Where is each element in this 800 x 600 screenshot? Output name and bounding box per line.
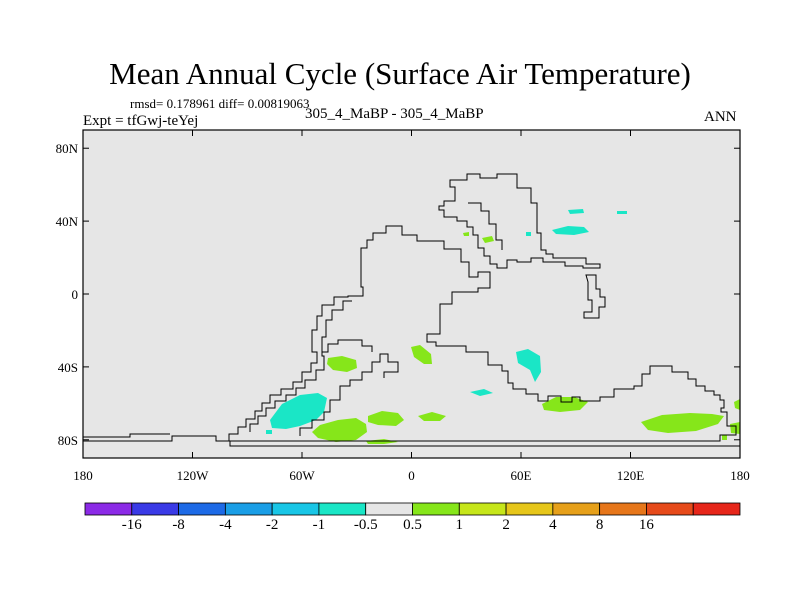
- plot-title: Mean Annual Cycle (Surface Air Temperatu…: [109, 56, 691, 91]
- anomaly-patch-green: [463, 232, 469, 236]
- x-tick-label: 0: [408, 468, 415, 483]
- colorbar-label: -0.5: [353, 517, 378, 533]
- anomaly-patch-cyan: [552, 226, 589, 235]
- stats-line: rmsd= 0.178961 diff= 0.00819063: [130, 96, 310, 111]
- colorbar-swatch: [365, 502, 413, 516]
- colorbar-swatch: [224, 502, 273, 516]
- x-tick-label: 60W: [289, 468, 315, 483]
- anomaly-patch-green: [368, 411, 404, 426]
- coastline-inner-ridge: [322, 339, 373, 353]
- colorbar-label: 0.5: [403, 517, 422, 533]
- coastline-inner-ridge: [249, 300, 352, 432]
- colorbar-label: 16: [638, 517, 654, 533]
- anomaly-patch-green: [482, 236, 494, 243]
- anomaly-patch-green: [730, 422, 740, 434]
- anomaly-patch-cyan: [617, 211, 627, 214]
- colorbar-label: -2: [265, 517, 279, 533]
- y-tick-label: 80S: [57, 432, 78, 448]
- colorbar-label: -4: [219, 517, 232, 533]
- coastline-northern-continent: [438, 173, 601, 269]
- colorbar-swatch: [84, 502, 133, 516]
- experiment-label: Expt = tfGwj-teYej: [83, 113, 199, 129]
- x-tick-label: 120W: [176, 468, 209, 483]
- colorbar-swatch: [599, 502, 647, 516]
- anomaly-patch-green: [722, 435, 727, 440]
- coastline-inlet: [468, 202, 503, 250]
- colorbar-swatch: [178, 502, 226, 516]
- coastline-polar-south: [83, 435, 740, 447]
- colorbar-label: -8: [172, 517, 185, 533]
- anomaly-patch-green: [734, 399, 740, 410]
- anomaly-patch-green: [641, 413, 724, 433]
- colorbar-label: 8: [595, 517, 604, 533]
- map-background: [83, 130, 740, 458]
- x-tick-label: 180: [73, 468, 93, 483]
- axis-ticks: [82, 130, 741, 458]
- x-tick-label: 120E: [616, 468, 645, 483]
- y-tick-label: 40S: [57, 359, 78, 375]
- colorbar: [84, 502, 741, 516]
- coastline-peninsula: [583, 274, 606, 319]
- anomaly-patch-green: [418, 412, 446, 421]
- colorbar-swatch: [412, 502, 460, 516]
- anomaly-patch-cyan: [526, 232, 531, 236]
- anomaly-patch-green: [312, 418, 367, 442]
- colorbar-swatch: [131, 502, 179, 516]
- colorbar-swatch: [318, 502, 367, 516]
- anomaly-patch-green: [542, 397, 588, 412]
- anomaly-patch-cyan: [470, 389, 493, 396]
- colorbar-label: 1: [455, 517, 464, 533]
- colorbar-label: 4: [549, 517, 557, 533]
- colorbar-swatch: [552, 502, 601, 516]
- anomaly-patch-green: [327, 356, 357, 372]
- colorbar-swatch: [505, 502, 554, 516]
- anomaly-patch-cyan: [568, 209, 584, 214]
- colorbar-label: 2: [502, 517, 510, 533]
- anomaly-patch-green: [411, 345, 432, 364]
- anomaly-patches: [266, 209, 740, 444]
- anomaly-patch-cyan: [266, 430, 272, 434]
- colorbar-label: -1: [312, 517, 326, 533]
- x-tick-label: 60E: [510, 468, 532, 483]
- y-tick-label: 80N: [55, 141, 78, 157]
- anomaly-patch-cyan: [516, 349, 541, 382]
- colorbar-swatch: [271, 502, 320, 516]
- coastline-inner-ridge: [299, 353, 399, 436]
- y-tick-label: 40N: [55, 214, 78, 230]
- colorbar-label: -16: [121, 517, 142, 533]
- colorbar-swatch: [458, 502, 507, 516]
- coastlines: [83, 173, 740, 447]
- subtitle: 305_4_MaBP - 305_4_MaBP: [305, 106, 484, 122]
- colorbar-swatch: [646, 502, 694, 516]
- coastline-main-continent: [228, 225, 737, 442]
- x-tick-label: 180: [730, 468, 750, 483]
- colorbar-swatch: [692, 502, 741, 516]
- coastline-polar-south: [83, 433, 170, 438]
- season-label: ANN: [704, 109, 737, 125]
- y-tick-label: 0: [71, 287, 79, 302]
